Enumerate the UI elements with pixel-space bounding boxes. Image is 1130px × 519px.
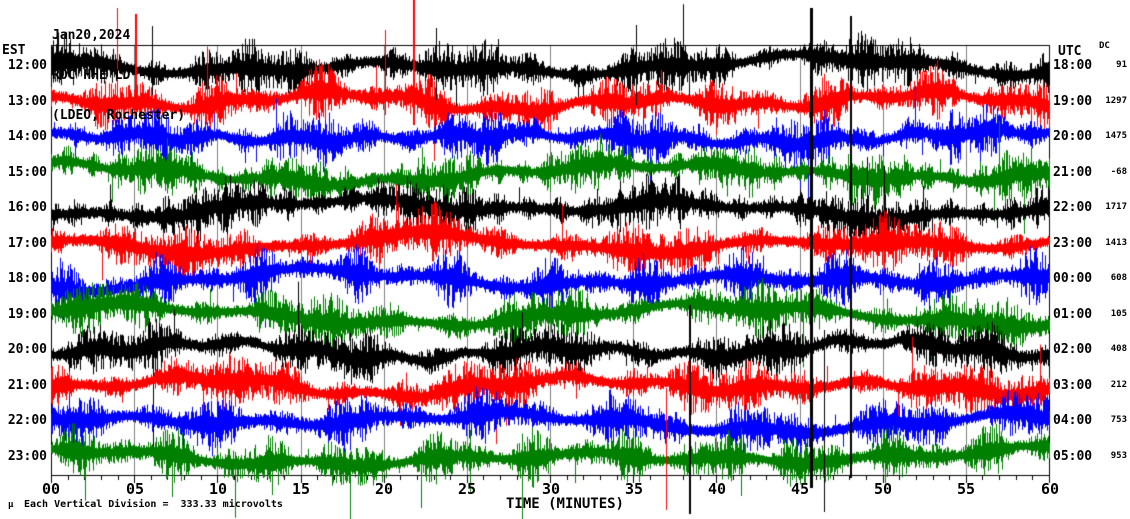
x-tick-label: 55 [956,480,976,498]
x-tick-label: 30 [541,480,561,498]
dc-offset-value: 753 [1110,415,1127,425]
utc-time-label: 00:00 [1053,271,1093,286]
utc-time-label: 02:00 [1053,342,1093,357]
dc-offset-value: 212 [1110,380,1127,390]
est-time-label: 19:00 [7,307,47,322]
dc-offset-value: 1413 [1105,238,1127,248]
header-station: ROC HHE LD -- [52,68,154,83]
vertical-division-footnote: Each Vertical Division = 333.33 microvol… [24,499,283,510]
utc-time-label: 18:00 [1053,58,1093,73]
est-time-label: 21:00 [7,378,47,393]
utc-time-label: 23:00 [1053,236,1093,251]
utc-time-label: 22:00 [1053,200,1093,215]
header-date: Jan20,2024 [52,28,131,43]
right-axis-label: UTC [1058,44,1082,59]
est-time-label: 12:00 [7,58,47,73]
header-location: (LDEO, Rochester) [52,108,186,123]
x-tick-label: 45 [790,480,810,498]
x-tick-label: 40 [707,480,727,498]
est-time-label: 18:00 [7,271,47,286]
est-time-label: 16:00 [7,200,47,215]
x-tick-label: 25 [457,480,477,498]
dc-offset-value: 953 [1110,451,1127,461]
dc-offset-value: 105 [1110,309,1127,319]
dc-offset-value: 91 [1116,60,1127,70]
utc-time-label: 05:00 [1053,449,1093,464]
dc-offset-value: 408 [1110,344,1127,354]
x-tick-label: 05 [125,480,145,498]
x-tick-label: 60 [1040,480,1060,498]
x-axis-title: TIME (MINUTES) [505,496,624,512]
utc-time-label: 04:00 [1053,413,1093,428]
x-tick-label: 00 [41,480,61,498]
x-tick-label: 10 [208,480,228,498]
dc-offset-value: 1297 [1105,96,1127,106]
est-time-label: 23:00 [7,449,47,464]
dc-offset-value: -68 [1110,167,1127,177]
dc-offset-value: 608 [1110,273,1127,283]
dc-offset-value: 1717 [1105,202,1127,212]
est-time-label: 14:00 [7,129,47,144]
est-time-label: 13:00 [7,94,47,109]
est-time-label: 22:00 [7,413,47,428]
dc-column-label: DC [1099,41,1110,51]
utc-time-label: 03:00 [1053,378,1093,393]
left-axis-label: EST [2,43,26,58]
utc-time-label: 21:00 [1053,165,1093,180]
microvolt-symbol: µ [8,500,14,510]
dc-offset-value: 1475 [1105,131,1127,141]
x-tick-label: 15 [291,480,311,498]
est-time-label: 20:00 [7,342,47,357]
x-tick-label: 20 [374,480,394,498]
utc-time-label: 20:00 [1053,129,1093,144]
est-time-label: 15:00 [7,165,47,180]
utc-time-label: 19:00 [1053,94,1093,109]
plot-header: Jan20,2024 ROC HHE LD -- (LDEO, Rocheste… [52,3,185,149]
utc-time-label: 01:00 [1053,307,1093,322]
x-tick-label: 50 [873,480,893,498]
x-tick-label: 35 [624,480,644,498]
est-time-label: 17:00 [7,236,47,251]
